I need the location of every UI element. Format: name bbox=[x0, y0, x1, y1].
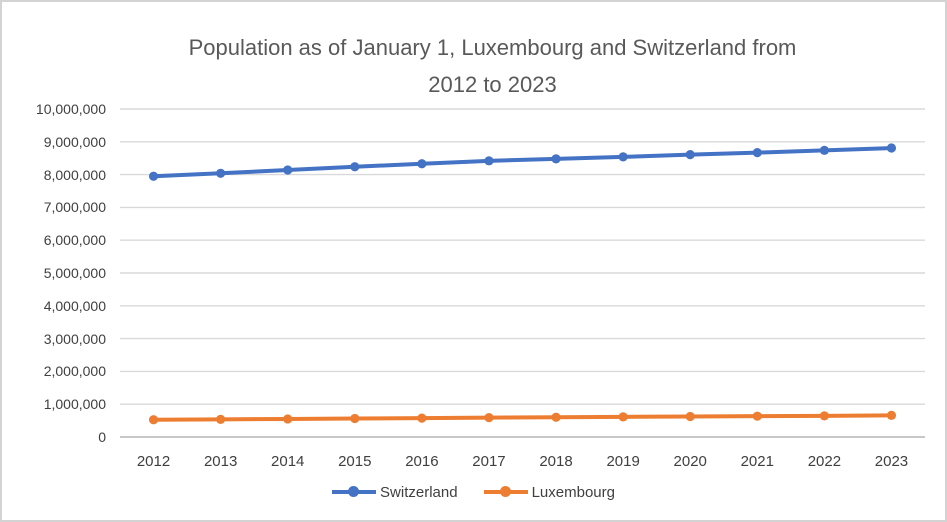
y-axis-tick-label: 5,000,000 bbox=[43, 265, 106, 281]
data-point-luxembourg-2014 bbox=[283, 414, 293, 424]
x-axis-tick-label: 2021 bbox=[740, 453, 774, 470]
y-axis-tick-label: 8,000,000 bbox=[43, 166, 106, 183]
y-axis-tick-label: 4,000,000 bbox=[43, 297, 106, 314]
legend-marker-luxembourg-icon bbox=[483, 483, 528, 501]
series-line-switzerland bbox=[151, 146, 894, 179]
data-point-switzerland-2018 bbox=[551, 154, 561, 164]
legend-marker-switzerland-icon bbox=[332, 483, 377, 501]
legend-swatch-dot bbox=[499, 486, 511, 497]
y-axis-tick-label: 10,000,000 bbox=[35, 101, 106, 117]
x-axis-tick-label: 2016 bbox=[405, 453, 439, 470]
y-axis-tick-label: 1,000,000 bbox=[43, 396, 106, 413]
x-axis-tick-label: 2012 bbox=[136, 453, 171, 470]
x-axis-tick-label: 2014 bbox=[271, 453, 305, 470]
x-axis-tick-label: 2017 bbox=[472, 453, 506, 470]
x-axis-tick-label: 2018 bbox=[539, 453, 573, 470]
data-point-luxembourg-2019 bbox=[618, 412, 628, 422]
legend-label-switzerland: Switzerland bbox=[380, 483, 458, 501]
data-point-switzerland-2012 bbox=[148, 171, 159, 181]
x-axis-tick-label: 2023 bbox=[874, 453, 909, 470]
data-point-switzerland-2021 bbox=[752, 148, 762, 158]
y-axis-tick-label: 6,000,000 bbox=[43, 232, 106, 249]
legend-label-luxembourg: Luxembourg bbox=[531, 483, 615, 501]
data-point-switzerland-2023 bbox=[886, 143, 897, 153]
data-point-switzerland-2013 bbox=[216, 168, 226, 178]
x-axis-tick-label: 2015 bbox=[338, 453, 372, 470]
data-point-luxembourg-2013 bbox=[216, 414, 226, 424]
x-axis-tick-label: 2019 bbox=[606, 453, 640, 470]
x-axis-tick-label: 2020 bbox=[673, 453, 707, 470]
legend-swatch-dot bbox=[348, 486, 360, 497]
data-point-luxembourg-2012 bbox=[148, 415, 159, 425]
legend-item-switzerland: Switzerland bbox=[332, 483, 458, 501]
data-point-luxembourg-2022 bbox=[819, 411, 829, 421]
y-axis-tick-label: 9,000,000 bbox=[43, 133, 106, 150]
chart-title: Population as of January 1, Luxembourg a… bbox=[40, 29, 945, 103]
data-point-luxembourg-2015 bbox=[350, 413, 360, 424]
y-axis-tick-label: 2,000,000 bbox=[43, 363, 106, 380]
data-point-switzerland-2015 bbox=[350, 162, 360, 172]
chart-title-line-2: 2012 to 2023 bbox=[428, 72, 557, 97]
data-point-switzerland-2014 bbox=[283, 165, 293, 175]
data-point-switzerland-2022 bbox=[819, 145, 829, 155]
y-axis-tick-label: 7,000,000 bbox=[43, 199, 106, 216]
data-point-luxembourg-2021 bbox=[752, 411, 762, 421]
legend: Switzerland Luxembourg bbox=[2, 483, 945, 501]
x-axis-tick-label: 2013 bbox=[203, 453, 238, 470]
y-axis-tick-label: 3,000,000 bbox=[43, 330, 106, 347]
series-line-luxembourg bbox=[151, 413, 894, 422]
data-point-luxembourg-2023 bbox=[886, 410, 897, 420]
legend-item-luxembourg: Luxembourg bbox=[483, 483, 615, 501]
data-point-switzerland-2017 bbox=[484, 156, 494, 166]
data-point-luxembourg-2016 bbox=[417, 413, 427, 423]
data-point-luxembourg-2020 bbox=[685, 411, 695, 422]
data-point-luxembourg-2017 bbox=[484, 413, 494, 423]
data-point-switzerland-2019 bbox=[618, 152, 628, 162]
x-axis-tick-label: 2022 bbox=[807, 453, 842, 470]
data-point-switzerland-2020 bbox=[685, 149, 695, 160]
y-axis-tick-label: 0 bbox=[98, 429, 106, 445]
chart-title-line-1: Population as of January 1, Luxembourg a… bbox=[188, 35, 797, 60]
data-point-luxembourg-2018 bbox=[551, 412, 561, 422]
data-point-switzerland-2016 bbox=[417, 159, 427, 169]
